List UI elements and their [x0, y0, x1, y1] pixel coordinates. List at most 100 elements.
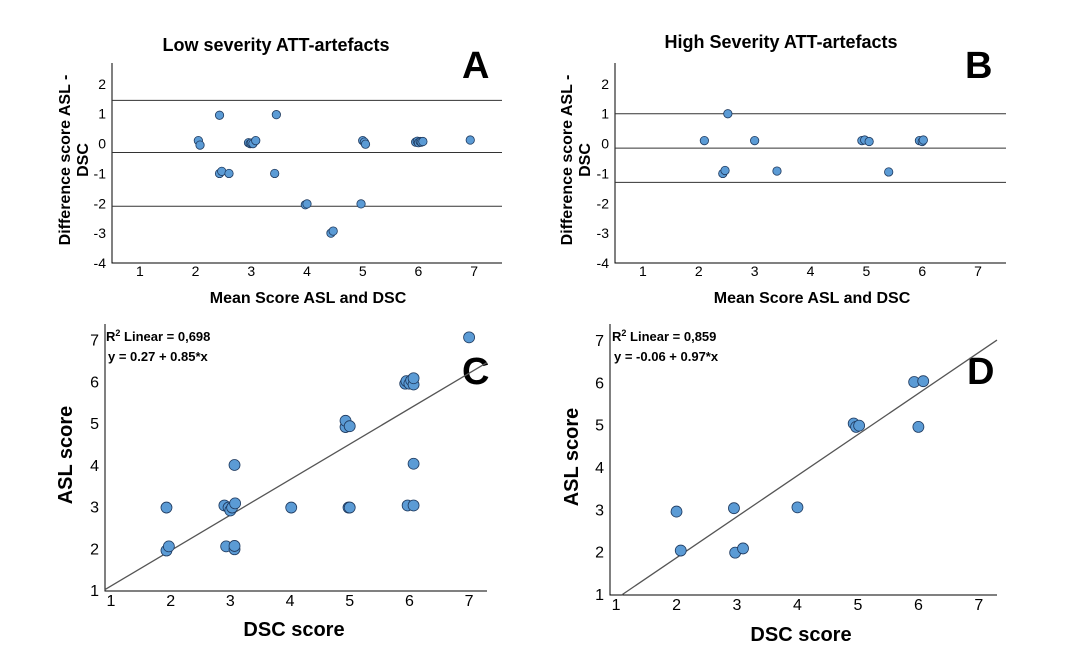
panel-d-ytick-label: 5: [595, 418, 604, 435]
panel-c-data-point: [228, 540, 241, 552]
panel-d-data-point: [853, 419, 866, 432]
panel-a-ytick-label: 1: [98, 106, 106, 122]
panel-d-r2-sup: 2: [621, 328, 626, 338]
panel-d-equation: y = -0.06 + 0.97*x: [614, 349, 719, 364]
panel-d-data-point: [912, 420, 925, 433]
panel-c-xtick-label: 4: [286, 593, 295, 610]
panel-a-xtick-label: 4: [303, 263, 311, 279]
panel-b-data-point: [864, 136, 874, 147]
panel-b-data-point: [720, 165, 730, 176]
panel-c-ytick-label: 5: [90, 416, 99, 433]
panel-a-data-point: [360, 139, 371, 149]
panel-d-data-point: [674, 544, 687, 557]
panel-d-data-point: [728, 502, 740, 515]
panel-d-ylabel: ASL score: [561, 408, 583, 507]
panel-d-ytick-label: 4: [595, 460, 604, 477]
panel-c-axes: [104, 324, 487, 592]
panel-b-ytick-label: -2: [597, 195, 610, 211]
panel-b-xtick-label: 5: [862, 263, 870, 279]
panel-c-data-point: [343, 501, 356, 514]
panel-c-data-point: [407, 499, 420, 512]
panel-a-axes: [111, 63, 502, 264]
panel-c-data-point: [407, 457, 420, 470]
panel-c-ytick-label: 7: [90, 333, 99, 350]
panel-b-data-point: [750, 136, 760, 146]
panel-d-xtick-label: 3: [733, 597, 742, 614]
panel-c-letter: C: [462, 351, 489, 393]
panel-d-r2-annotation: R2 Linear = 0,859: [612, 328, 716, 344]
panel-c-data-point: [229, 497, 242, 510]
panel-a-ytick-label: 2: [98, 76, 106, 92]
panel-c-r2-annotation: R2 Linear = 0,698: [106, 328, 210, 344]
panel-d-r2-text: Linear = 0,859: [626, 329, 716, 344]
panel-d-axes: [609, 324, 997, 596]
panel-c-ytick-label: 6: [90, 374, 99, 391]
panel-a-data-point: [270, 168, 280, 179]
panel-a-xtick-label: 2: [192, 263, 200, 279]
panel-b-letter: B: [965, 45, 992, 87]
panel-a-ytick-label: -3: [94, 225, 107, 241]
panel-d-ytick-label: 3: [595, 502, 604, 519]
panel-d-xlabel: DSC score: [750, 624, 851, 646]
panel-c-xtick-label: 7: [465, 593, 474, 610]
panel-b-xlabel: Mean Score ASL and DSC: [714, 290, 911, 307]
panel-c-ytick-label: 1: [90, 583, 99, 600]
panel-d-ytick-label: 7: [595, 333, 604, 350]
panel-c-data-point: [463, 331, 475, 344]
panel-b-xtick-label: 3: [751, 263, 759, 279]
panel-a-xlabel: Mean Score ASL and DSC: [210, 290, 407, 307]
panel-c: C ASL score DSC score R2 Linear = 0,698 …: [55, 324, 489, 641]
panel-a-data-point: [465, 135, 475, 145]
panel-c-data-point: [285, 501, 298, 514]
panel-a-xtick-label: 5: [359, 263, 367, 279]
panel-c-data-point: [407, 372, 420, 385]
panel-c-ytick-label: 3: [90, 500, 99, 517]
panel-a-data-point: [195, 140, 205, 150]
panel-d-ytick-label: 2: [595, 545, 604, 562]
panel-a-title: Low severity ATT-artefacts: [162, 35, 389, 55]
panel-c-xtick-label: 1: [107, 593, 116, 610]
panel-c-fit-line: [104, 362, 488, 591]
panel-b-ytick-label: 1: [601, 106, 609, 122]
panel-a-data-point: [302, 199, 312, 209]
panel-c-ytick-label: 2: [90, 541, 99, 558]
panel-b-xtick-label: 6: [918, 263, 926, 279]
panel-d-xtick-label: 4: [793, 597, 802, 614]
panel-b-ylabel-line1: Difference score ASL -: [559, 75, 576, 246]
panel-a-ytick-label: -1: [94, 165, 107, 181]
panel-b-data-point: [723, 109, 733, 119]
panel-c-xlabel: DSC score: [243, 619, 344, 641]
panel-a-xtick-label: 6: [415, 263, 423, 279]
panel-a-xtick-label: 7: [470, 263, 478, 279]
panel-b-ytick-label: -1: [597, 165, 610, 181]
panel-d-xtick-label: 7: [974, 597, 983, 614]
panel-c-ytick-label: 4: [90, 458, 99, 475]
panel-d-data-point: [917, 375, 930, 388]
panel-b-title: High Severity ATT-artefacts: [664, 32, 897, 52]
panel-c-xtick-label: 5: [345, 593, 354, 610]
panel-a-data-point: [251, 136, 261, 146]
panel-a-data-point: [224, 168, 234, 179]
panel-d-data-point: [670, 505, 683, 518]
panel-c-equation: y = 0.27 + 0.85*x: [108, 349, 209, 364]
panel-b-data-point: [772, 166, 782, 176]
panel-a-data-point: [418, 136, 428, 147]
panel-a-ylabel-line1: Difference score ASL -: [57, 75, 74, 246]
panel-a-letter: A: [462, 45, 489, 87]
panel-d-xtick-label: 5: [853, 597, 862, 614]
panel-a-ytick-label: -2: [94, 195, 107, 211]
panel-b-axes: [614, 63, 1006, 264]
panel-b-xtick-label: 4: [807, 263, 815, 279]
panel-c-r2-text: Linear = 0,698: [120, 329, 210, 344]
panel-b-data-point: [699, 136, 709, 146]
panel-b-xtick-label: 7: [974, 263, 982, 279]
panel-b-ytick-label: 0: [601, 136, 609, 152]
panel-b-ytick-label: -3: [597, 225, 610, 241]
panel-a-xtick-label: 3: [247, 263, 255, 279]
panel-d-ytick-label: 1: [595, 587, 604, 604]
panel-c-data-point: [343, 420, 356, 433]
panel-d-data-point: [737, 542, 749, 555]
panel-c-xtick-label: 6: [405, 593, 414, 610]
panel-a-data-point: [271, 110, 281, 120]
